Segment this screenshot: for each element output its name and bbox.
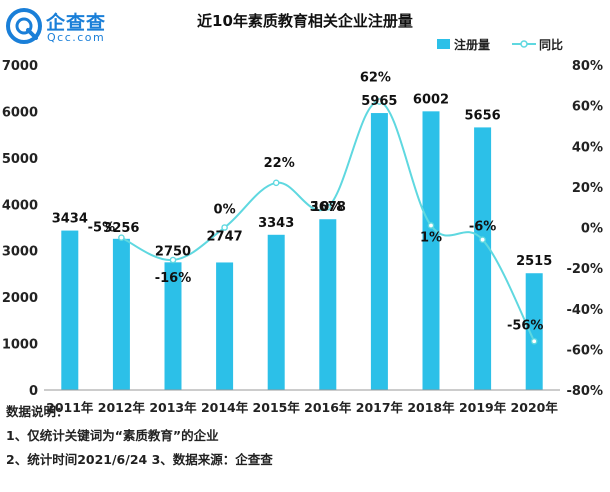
yoy-label-2: -16% (155, 271, 192, 286)
brand-domain: Qcc.com (47, 31, 106, 44)
bar-0 (61, 230, 79, 390)
x-tick-8: 2019年 (459, 400, 507, 415)
yoy-label-4: 22% (264, 156, 295, 171)
bar-8 (474, 127, 492, 391)
x-tick-5: 2016年 (304, 400, 352, 415)
y-left-tick-5: 5000 (2, 152, 38, 167)
bar-4 (267, 234, 285, 390)
bar-1 (112, 238, 130, 390)
y-right-tick-5: 20% (572, 181, 603, 196)
yoy-point-3 (221, 224, 228, 231)
bar-series (61, 111, 543, 391)
bar-label-3: 2747 (207, 229, 243, 244)
bar-label-7: 6002 (413, 92, 449, 107)
data-labels: 3434 3256 2750 2747 3343 3678 5965 6002 5656 2515… (52, 71, 553, 334)
bar-label-5: 3678 (310, 200, 346, 215)
bar-label-2: 2750 (155, 244, 191, 259)
yoy-label-5: 10% (311, 200, 342, 215)
yoy-label-6: 62% (360, 71, 391, 86)
x-tick-0: 2011年 (46, 400, 94, 415)
bar-2 (164, 262, 182, 390)
yoy-point-9 (530, 337, 538, 345)
chart-title: 近10年素质教育相关企业注册量 (197, 12, 413, 30)
bar-label-0: 3434 (52, 212, 88, 227)
notes-heading: 数据说明： (6, 404, 69, 419)
y-left-tick-2: 2000 (2, 291, 38, 306)
y-right-tick-1: -60% (566, 343, 603, 358)
legend-line-swatch (512, 40, 536, 48)
x-tick-7: 2018年 (407, 400, 455, 415)
bar-label-1: 3256 (103, 221, 139, 236)
axes: 0 1000 2000 3000 4000 5000 6000 7000 -80% -60% -40… (2, 59, 603, 415)
legend-bar-label: 注册量 (454, 38, 491, 52)
bar-label-8: 5656 (465, 108, 501, 123)
yoy-label-3: 0% (214, 203, 236, 218)
notes-line-1: 1、仅统计关键词为“素质教育”的企业 (6, 428, 219, 443)
yoy-label-1: -5% (88, 221, 115, 236)
yoy-point-2 (169, 256, 177, 264)
yoy-point-1 (118, 234, 125, 241)
x-tick-1: 2012年 (98, 400, 146, 415)
bar-6 (370, 113, 388, 390)
bar-label-4: 3343 (258, 216, 294, 231)
x-tick-4: 2015年 (253, 400, 301, 415)
bar-label-9: 2515 (516, 254, 552, 269)
y-right-tick-7: 60% (572, 100, 603, 115)
line-series (118, 98, 538, 345)
yoy-point-7 (427, 222, 435, 229)
data-notes: 数据说明： 1、仅统计关键词为“素质教育”的企业 2、统计时间2021/6/24… (6, 400, 273, 472)
legend-line-label: 同比 (539, 38, 564, 52)
y-left-tick-4: 4000 (2, 198, 38, 213)
brand-logo: 企查查 Qcc.com (6, 6, 146, 46)
yoy-point-8 (479, 236, 486, 243)
y-right-tick-0: -80% (566, 384, 603, 399)
y-left-tick-7: 7000 (2, 59, 38, 74)
y-left-tick-6: 6000 (2, 105, 38, 120)
magnifier-logo-icon (6, 8, 42, 44)
y-right-tick-8: 80% (572, 59, 603, 74)
x-tick-3: 2014年 (201, 400, 249, 415)
y-left-tick-0: 0 (29, 384, 38, 399)
yoy-label-7: 1% (420, 230, 442, 245)
brand-name: 企查查 (46, 12, 107, 34)
yoy-point-5 (324, 203, 332, 211)
bar-9 (525, 273, 543, 390)
yoy-line (120, 100, 536, 342)
legend-bar-swatch (437, 39, 450, 49)
y-left-tick-1: 1000 (2, 338, 38, 353)
yoy-point-6 (376, 98, 383, 105)
y-left-tick-3: 3000 (2, 245, 38, 260)
bar-3 (216, 262, 234, 390)
yoy-label-8: -6% (469, 220, 496, 235)
yoy-point-4 (272, 179, 280, 187)
bar-7 (422, 111, 440, 390)
y-right-tick-6: 40% (572, 140, 603, 155)
bar-5 (319, 219, 337, 390)
y-right-tick-4: 0% (581, 222, 603, 237)
y-right-tick-2: -40% (566, 303, 603, 318)
x-tick-9: 2020年 (511, 400, 559, 415)
yoy-label-9: -56% (507, 318, 544, 333)
notes-line-2: 2、统计时间2021/6/24 3、数据来源：企查查 (6, 452, 273, 467)
y-right-tick-3: -20% (566, 262, 603, 277)
bar-label-6: 5965 (361, 94, 397, 109)
x-tick-2: 2013年 (149, 400, 197, 415)
x-tick-6: 2017年 (356, 400, 404, 415)
